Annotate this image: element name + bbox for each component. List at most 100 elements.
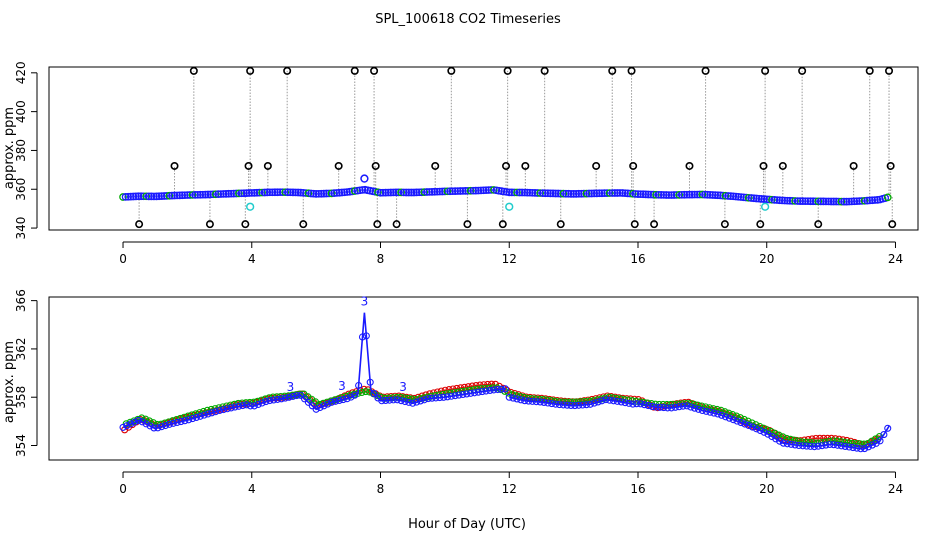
series-3-point [621, 399, 629, 407]
bottom-x-tick-label: 24 [888, 482, 903, 496]
baseline-point [677, 190, 686, 199]
baseline-point [713, 191, 722, 200]
baseline-point [840, 197, 848, 206]
baseline-point [144, 192, 153, 201]
series-3-point [525, 397, 533, 405]
baseline-point [289, 188, 297, 197]
series-3-point [243, 401, 251, 409]
baseline-point [291, 188, 300, 197]
baseline-point [507, 188, 516, 197]
baseline-point [574, 189, 583, 198]
baseline-point [147, 192, 156, 201]
baseline-point [381, 188, 390, 197]
baseline-point [806, 197, 815, 206]
spike-point [246, 66, 255, 75]
baseline-point [464, 186, 472, 195]
baseline-point [471, 186, 480, 195]
series-3-point [756, 426, 764, 435]
spike-point [447, 66, 456, 75]
baseline-point [412, 188, 421, 197]
baseline-point [667, 191, 676, 199]
highlight-point [505, 202, 514, 211]
baseline-point [137, 192, 145, 201]
baseline-point [456, 187, 465, 195]
baseline-point [798, 197, 807, 205]
series-3-point [648, 402, 656, 410]
baseline-point [338, 188, 346, 197]
top-y-axis: 340 360 380 400 420 [14, 61, 38, 240]
series-3-point [760, 428, 768, 436]
baseline-point [657, 191, 666, 199]
series-3-point [702, 407, 710, 415]
series-1-point [484, 380, 492, 389]
bottom-plot-area: 0 4 8 12 16 20 24 354 358 362 366 3 3 3 3 [14, 289, 919, 496]
baseline-point [716, 191, 725, 200]
series-3-point [478, 388, 486, 396]
spike-point [371, 161, 380, 170]
bottom-y-tick-label: 366 [14, 289, 28, 312]
series-3-point [270, 396, 278, 404]
series-3-point [262, 398, 270, 406]
baseline-point [809, 197, 817, 206]
baseline-point [142, 192, 151, 201]
baseline-point [219, 190, 228, 198]
spike-point [849, 161, 858, 170]
baseline-point [551, 189, 560, 198]
series-3-point [440, 393, 448, 401]
baseline-point [592, 189, 601, 198]
baseline-point [265, 188, 274, 197]
series-3-point [660, 404, 668, 412]
baseline-point [538, 189, 547, 198]
top-x-tick-label: 0 [119, 252, 127, 266]
baseline-point [626, 189, 635, 198]
series-3-point [138, 418, 146, 426]
series-3-point [463, 390, 471, 398]
top-x-tick-label: 20 [759, 252, 774, 266]
series-3-point [432, 394, 440, 402]
baseline-point [603, 189, 611, 197]
series-3-point [613, 397, 621, 405]
series-3-point [355, 381, 363, 390]
baseline-point [227, 189, 236, 198]
baseline-point [549, 189, 557, 198]
baseline-point [533, 189, 542, 197]
top-x-tick-label: 24 [888, 252, 903, 266]
series-3-point [563, 401, 571, 409]
series-3-point [181, 417, 189, 425]
series-3-point [617, 398, 625, 406]
point-label: 3 [399, 380, 407, 394]
series-3-point [521, 397, 529, 405]
series-3-point [401, 397, 409, 406]
baseline-point [525, 188, 534, 197]
spike-point [503, 66, 512, 75]
series-3-point [776, 437, 784, 445]
baseline-point [708, 191, 717, 199]
series-3-point [687, 403, 695, 411]
baseline-point [752, 194, 761, 203]
baseline-point [680, 190, 689, 199]
series-3-point [799, 442, 807, 450]
series-3-point [161, 421, 170, 430]
series-3-point [455, 391, 463, 399]
bottom-x-tick-label: 16 [630, 482, 645, 496]
series-3-point [837, 442, 845, 450]
spike-point [299, 220, 308, 229]
baseline-point [855, 197, 864, 205]
bottom-x-tick-label: 20 [759, 482, 774, 496]
baseline-point [286, 188, 295, 197]
series-3-point [590, 399, 598, 407]
baseline-point [389, 188, 398, 197]
series-3-point [366, 378, 374, 386]
baseline-point [688, 190, 696, 199]
series-3-point [810, 443, 818, 451]
baseline-point [186, 191, 194, 199]
baseline-point [706, 191, 714, 199]
baseline-point [237, 189, 246, 198]
baseline-point [580, 189, 588, 198]
baseline-point [482, 186, 490, 195]
bottom-y-tick-label: 354 [14, 434, 28, 457]
baseline-point [191, 191, 199, 199]
baseline-point [827, 197, 835, 206]
baseline-point [513, 188, 521, 197]
